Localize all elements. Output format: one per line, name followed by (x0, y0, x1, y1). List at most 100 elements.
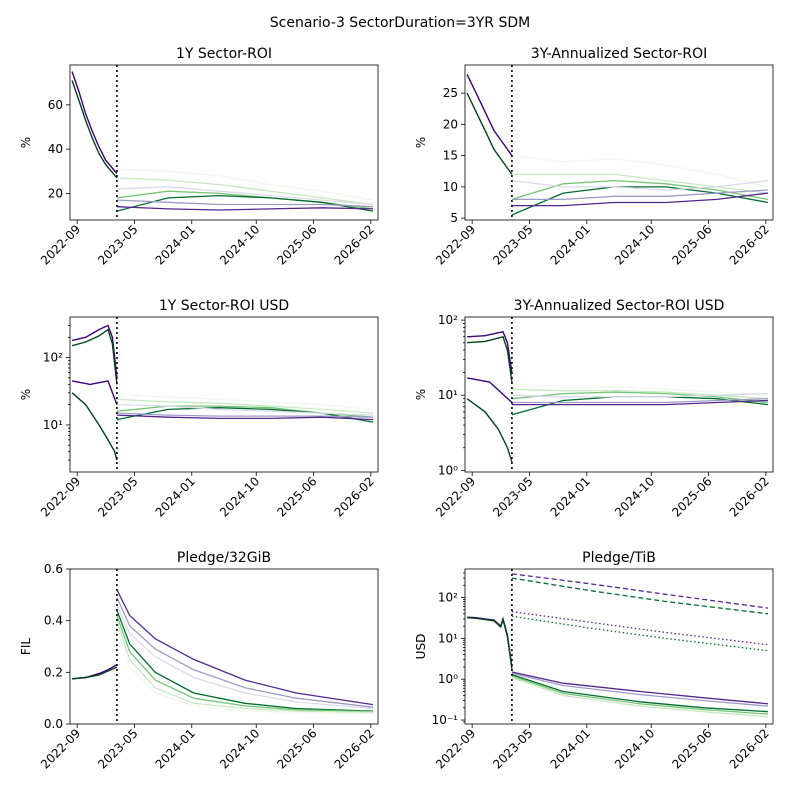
x-tick-label: 2024-10 (612, 474, 657, 519)
subplot-title: Pledge/TiB (582, 550, 656, 566)
forecast-line-2 (511, 173, 769, 194)
subplot-title: Pledge/32GiB (177, 550, 271, 566)
y-tick-label: 40 (48, 142, 63, 156)
subplot-title: 3Y-Annualized Sector-ROI USD (514, 298, 725, 314)
x-tick-label: 2023-05 (95, 474, 140, 519)
x-tick-label: 2026-02 (727, 726, 772, 771)
forecast-line-6 (511, 398, 769, 404)
forecast-line-1 (511, 383, 769, 396)
history-line-2 (71, 80, 118, 179)
forecast-line-1 (116, 168, 374, 201)
y-tick-label: 10¹ (43, 418, 63, 432)
axes-frame (464, 568, 774, 725)
history-line-1 (466, 74, 513, 157)
x-tick-label: 2024-01 (153, 474, 198, 519)
forecast-line-7 (116, 625, 374, 715)
forecast-line-6 (511, 189, 769, 201)
y-tick-label: 0.4 (44, 614, 63, 628)
subplot-2: 3Y-Annualized Sector-ROI% 5 10 15 20 25 2022-0… (414, 46, 774, 268)
y-axis-label: % (414, 137, 428, 148)
y-axis-label: % (414, 389, 428, 400)
x-tick-label: 2024-01 (153, 222, 198, 267)
y-tick-label: 10⁻¹ (432, 713, 459, 727)
forecast-line-5 (511, 179, 769, 191)
history-line-1 (467, 330, 513, 373)
forecast-line-8 (511, 675, 769, 715)
forecast-line-5 (116, 403, 374, 416)
x-tick-label: 2022-09 (433, 726, 478, 771)
figure-suptitle: Scenario-3 SectorDuration=3YR SDM (270, 15, 530, 31)
plot-area (466, 330, 769, 463)
plot-area (466, 74, 769, 216)
subplot-5: Pledge/32GiB FIL 0.0 0.2 0.4 0.6 2022-09 2023-0… (19, 550, 379, 772)
history-line-1 (467, 616, 513, 667)
history-line-2 (467, 616, 513, 669)
forecast-line-1 (116, 589, 374, 706)
x-tick-label: 2026-02 (332, 726, 377, 771)
forecast-line-6 (116, 199, 374, 208)
x-tick-label: 2025-06 (669, 474, 714, 519)
subplot-3: 1Y Sector-ROI USD% 10¹ 10² 2022-09 2023-05 20… (19, 298, 379, 520)
x-tick-label: 2024-01 (153, 726, 198, 771)
history-line-2 (467, 335, 513, 383)
forecast-line-7 (116, 414, 374, 421)
forecast-line-7 (511, 673, 769, 713)
y-tick-label: 10⁰ (438, 672, 458, 686)
axes-frame (69, 568, 379, 725)
x-tick-label: 2022-09 (38, 474, 83, 519)
x-tick-label: 2023-05 (95, 222, 140, 267)
y-tick-label: 0.2 (44, 665, 63, 679)
forecast-line-3 (511, 391, 769, 404)
plot-area (71, 71, 374, 212)
history-line-3 (71, 380, 118, 405)
forecast-line-7 (116, 206, 374, 211)
subplot-title: 3Y-Annualized Sector-ROI (531, 46, 707, 62)
history-line-2 (72, 666, 118, 680)
history-line-1 (71, 71, 118, 174)
x-tick-label: 2022-09 (38, 726, 83, 771)
x-tick-label: 2022-09 (38, 222, 83, 267)
history-line-3 (466, 377, 513, 404)
history-line-1 (72, 663, 118, 680)
forecast-line-3 (511, 611, 769, 646)
forecast-line-4 (116, 610, 374, 712)
x-tick-label: 2022-09 (433, 474, 478, 519)
x-tick-label: 2023-05 (490, 474, 535, 519)
y-tick-label: 20 (443, 117, 458, 131)
axes-frame (69, 64, 379, 221)
x-tick-label: 2026-02 (332, 222, 377, 267)
y-tick-label: 5 (450, 211, 458, 225)
x-tick-label: 2025-06 (274, 474, 319, 519)
forecast-line-4 (511, 186, 769, 216)
x-tick-label: 2026-02 (727, 222, 772, 267)
forecast-line-2 (511, 388, 769, 400)
forecast-line-6 (116, 412, 374, 418)
subplot-4: 3Y-Annualized Sector-ROI USD% 10⁰ 10¹ 10² 20… (414, 298, 774, 520)
x-tick-label: 2025-06 (274, 222, 319, 267)
x-tick-label: 2024-01 (548, 726, 593, 771)
y-tick-label: 10¹ (438, 631, 458, 645)
forecast-line-2 (116, 597, 374, 708)
x-tick-label: 2022-09 (433, 222, 478, 267)
x-tick-label: 2024-10 (217, 474, 262, 519)
forecast-line-1 (116, 394, 374, 411)
forecast-line-4 (116, 407, 374, 423)
y-tick-label: 15 (443, 149, 458, 163)
forecast-line-4 (116, 194, 374, 212)
forecast-line-7 (511, 399, 769, 406)
x-tick-label: 2024-01 (548, 222, 593, 267)
y-tick-label: 10² (43, 351, 63, 365)
subplot-title: 1Y Sector-ROI (176, 46, 272, 62)
forecast-line-7 (511, 192, 769, 207)
x-tick-label: 2023-05 (95, 726, 140, 771)
y-tick-label: 25 (443, 86, 458, 100)
history-line-1 (71, 324, 118, 378)
y-tick-label: 10⁰ (438, 463, 458, 477)
y-tick-label: 10² (438, 591, 458, 605)
forecast-line-9 (511, 676, 769, 718)
axes-frame (69, 316, 379, 473)
forecast-line-6 (116, 620, 374, 714)
forecast-line-1 (511, 573, 769, 609)
forecast-line-5 (116, 186, 374, 206)
subplots-grid: 1Y Sector-ROI% 20 40 60 2022-09 2023-05 2024-0… (19, 46, 774, 772)
